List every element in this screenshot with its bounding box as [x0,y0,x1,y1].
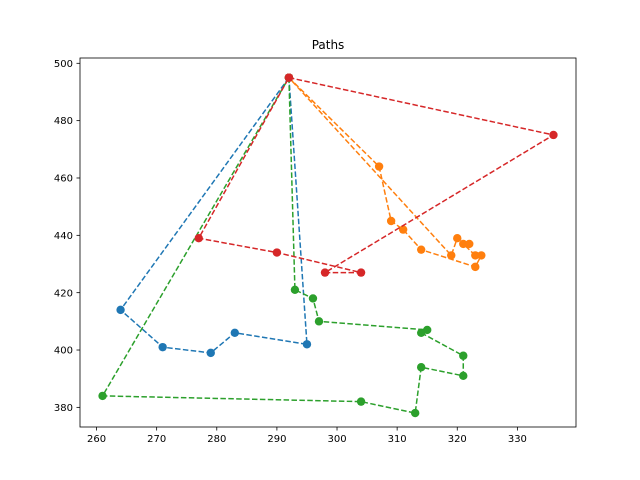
series-1-point-3 [158,342,167,352]
x-tick-label-300: 300 [327,434,346,445]
series-2-point-6 [471,262,480,272]
series-4-point-2 [549,130,558,140]
series-3-point-3 [308,294,318,303]
y-tick-label-500: 500 [54,59,73,70]
series-3-point-10 [410,408,420,418]
series-2-point-2 [374,162,384,171]
series-3-point-11 [356,397,366,406]
series-2-point-9 [459,239,468,249]
series-4 [194,73,558,277]
series-4-point-5 [272,248,282,257]
x-axis: 260 270 280 290 300 310 320 330 [87,427,527,445]
series-3-point-7 [459,351,468,360]
series-3-point-4 [314,317,324,326]
series-layer [98,73,558,418]
y-tick-label-420: 420 [54,288,73,299]
x-tick-label-290: 290 [267,434,286,445]
series-4-point-4 [356,268,366,277]
series-1-point-2 [116,305,125,315]
x-tick-label-310: 310 [388,434,407,445]
series-4-point-6 [194,234,203,243]
plot-frame [79,57,577,428]
y-tick-label-460: 460 [54,174,73,185]
y-tick-label-480: 480 [54,116,73,127]
x-tick-label-260: 260 [87,434,106,445]
y-tick-label-400: 400 [54,346,73,357]
y-tick-label-440: 440 [54,231,73,242]
series-2-point-10 [465,239,474,249]
series-2-point-12 [447,251,456,260]
series-1-point-6 [302,340,312,349]
y-tick-label-380: 380 [54,403,73,414]
series-3-point-12 [98,391,107,401]
series-2-point-3 [386,216,396,226]
chart-title: Paths [312,38,345,52]
series-3-point-2 [290,285,300,295]
x-tick-label-280: 280 [207,434,226,445]
series-1-point-4 [206,348,215,358]
series-2-point-7 [477,251,486,260]
series-3-point-9 [416,363,426,372]
series-4-point-7 [284,73,294,82]
y-axis: 380 400 420 440 460 480 500 [54,59,80,414]
series-3-point-8 [459,371,468,381]
x-tick-label-270: 270 [147,434,166,445]
series-2-point-4 [398,225,408,234]
x-tick-label-330: 330 [508,434,527,445]
series-1-point-5 [230,328,240,338]
series-2-point-5 [416,245,426,254]
series-4-point-3 [320,268,330,277]
series-2-point-11 [453,234,462,243]
x-tick-label-320: 320 [448,434,467,445]
series-3-point-6 [416,328,426,338]
series-2-point-8 [471,251,480,260]
